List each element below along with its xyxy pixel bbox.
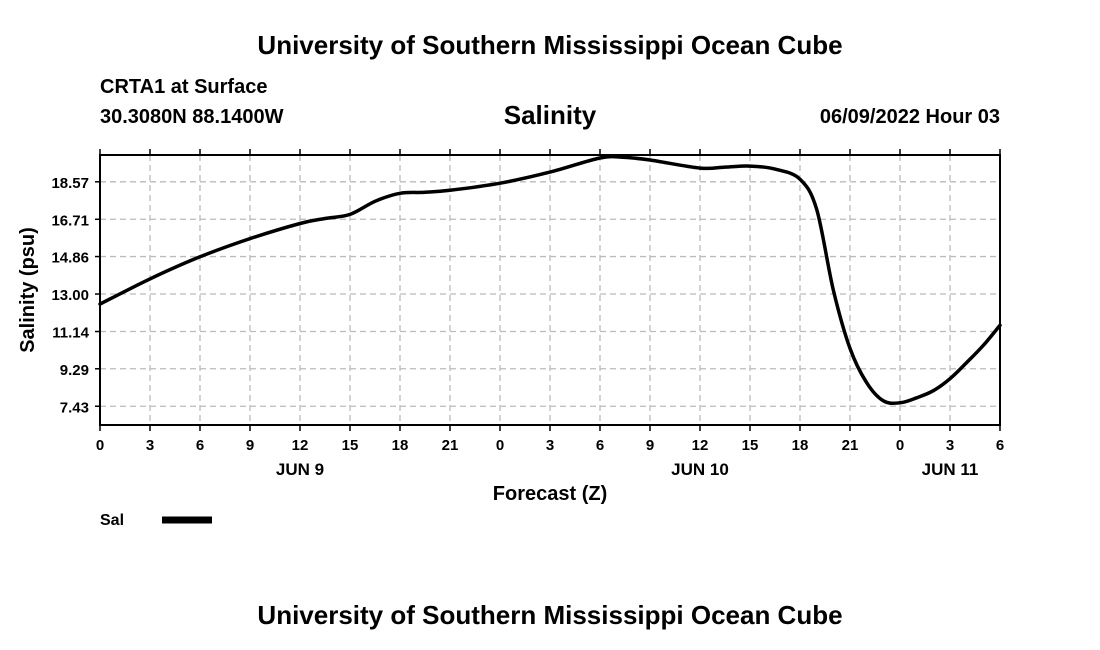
x-axis: 0 3 6 9 12 15 18 21 0 3 6 9 12 15 18 21 0 3 6 xyxy=(96,149,1004,454)
station-coordinates: 30.3080N 88.1400W xyxy=(100,106,284,128)
x-tick-label: 3 xyxy=(946,437,954,454)
x-tick-label: 3 xyxy=(146,437,154,454)
x-tick-label: 18 xyxy=(792,437,809,454)
x-tick-label: 9 xyxy=(246,437,254,454)
footer-title: University of Southern Mississippi Ocean… xyxy=(257,600,843,630)
x-tick-label: 6 xyxy=(996,437,1004,454)
day-label: JUN 10 xyxy=(671,460,729,479)
legend: Sal xyxy=(100,512,212,529)
forecast-date-hour: 06/09/2022 Hour 03 xyxy=(819,106,1000,128)
x-tick-label: 3 xyxy=(546,437,554,454)
series-line-sal xyxy=(98,154,1002,406)
y-axis: 7.43 9.29 11.14 13.00 14.86 16.71 18.57 xyxy=(51,175,100,416)
y-tick-label: 14.86 xyxy=(51,250,89,267)
x-tick-label: 6 xyxy=(196,437,204,454)
x-tick-label: 9 xyxy=(646,437,654,454)
main-title: University of Southern Mississippi Ocean… xyxy=(257,30,843,60)
x-tick-label: 0 xyxy=(896,437,904,454)
x-tick-label: 0 xyxy=(496,437,504,454)
y-tick-label: 18.57 xyxy=(51,175,89,192)
day-label: JUN 11 xyxy=(922,460,979,479)
legend-label: Sal xyxy=(100,512,124,529)
y-tick-label: 16.71 xyxy=(51,212,89,229)
x-tick-label: 12 xyxy=(692,437,709,454)
x-tick-label: 18 xyxy=(392,437,409,454)
x-tick-label: 15 xyxy=(742,437,759,454)
salinity-chart: 7.43 9.29 11.14 13.00 14.86 16.71 18.57 0 3 6 9 12… xyxy=(17,149,1004,529)
grid xyxy=(100,155,1000,425)
station-name: CRTA1 at Surface xyxy=(100,76,268,98)
y-axis-label: Salinity (psu) xyxy=(17,227,39,353)
day-label: JUN 9 xyxy=(276,460,324,479)
x-axis-label: Forecast (Z) xyxy=(493,483,607,505)
y-tick-label: 7.43 xyxy=(60,399,89,416)
x-tick-label: 0 xyxy=(96,437,104,454)
x-tick-label: 12 xyxy=(292,437,309,454)
y-tick-label: 11.14 xyxy=(52,325,89,342)
y-tick-label: 13.00 xyxy=(51,287,89,304)
x-tick-label: 21 xyxy=(442,437,459,454)
y-tick-label: 9.29 xyxy=(60,362,89,379)
x-tick-label: 21 xyxy=(842,437,859,454)
x-tick-label: 6 xyxy=(596,437,604,454)
chart-title: Salinity xyxy=(503,100,597,130)
x-tick-label: 15 xyxy=(342,437,359,454)
day-labels: JUN 9 JUN 10 JUN 11 xyxy=(276,460,978,479)
